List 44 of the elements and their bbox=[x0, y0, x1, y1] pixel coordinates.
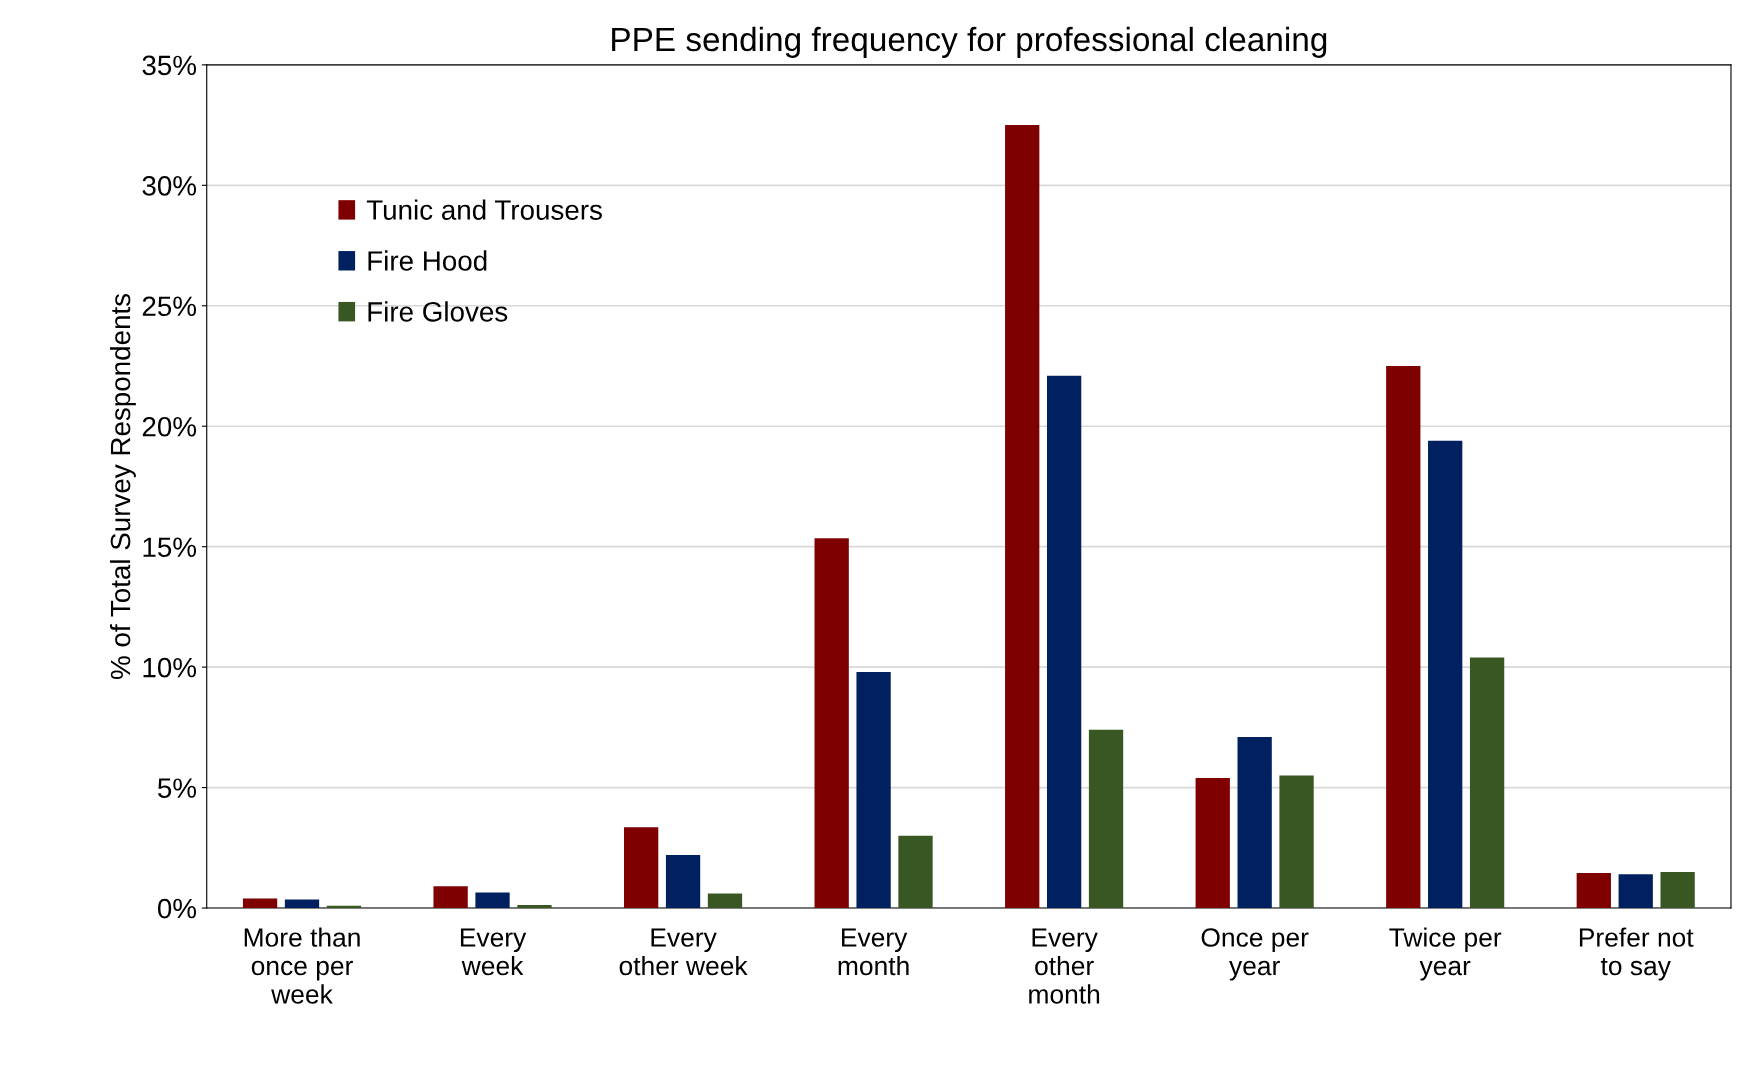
bar bbox=[707, 893, 743, 909]
y-tick-label: 5% bbox=[157, 778, 197, 798]
x-tick-label: Every other month bbox=[1029, 928, 1100, 1004]
legend-label: Tunic and Trousers bbox=[366, 199, 602, 220]
bar bbox=[1386, 366, 1421, 909]
bar bbox=[1660, 871, 1695, 909]
y-tick-label: 20% bbox=[142, 416, 197, 437]
x-tick-label: Prefer not to say bbox=[1579, 927, 1694, 981]
bar bbox=[1618, 874, 1653, 909]
bar bbox=[814, 538, 849, 909]
bar bbox=[1279, 775, 1314, 909]
x-tick-label: More than once per week bbox=[244, 927, 360, 1004]
y-tick-label: 0% bbox=[157, 898, 197, 919]
bar bbox=[1195, 777, 1230, 909]
bar bbox=[284, 899, 320, 909]
bar bbox=[1088, 729, 1124, 909]
bar bbox=[856, 671, 891, 909]
bar bbox=[517, 904, 552, 909]
y-tick-label: 30% bbox=[142, 175, 197, 196]
y-tick-label: 15% bbox=[143, 537, 197, 558]
bar bbox=[898, 835, 933, 909]
y-tick-label: 25% bbox=[142, 296, 197, 317]
x-tick-label: Twice per year bbox=[1389, 927, 1502, 981]
y-tick-label: 10% bbox=[143, 657, 197, 678]
bar bbox=[665, 855, 701, 909]
bar bbox=[1576, 873, 1611, 909]
bar bbox=[1046, 375, 1082, 909]
chart-title: PPE sending frequency for professional cleaning bbox=[612, 26, 1327, 58]
bar bbox=[1237, 736, 1272, 909]
y-tick-label: 35% bbox=[142, 55, 197, 76]
bar bbox=[624, 827, 659, 909]
bar bbox=[433, 886, 468, 909]
legend-label: Fire Hood bbox=[368, 250, 487, 271]
y-axis-title: % of Total Survey Respondents bbox=[109, 293, 136, 679]
x-tick-label: Every week bbox=[460, 928, 527, 976]
bar bbox=[475, 892, 510, 909]
x-tick-label: Every other week bbox=[619, 928, 748, 976]
bar bbox=[242, 898, 278, 909]
bar bbox=[1469, 657, 1505, 909]
legend-label: Fire Gloves bbox=[368, 301, 508, 322]
bar bbox=[1005, 125, 1040, 909]
x-tick-label: Every month bbox=[838, 928, 909, 976]
x-tick-label: Once per year bbox=[1201, 928, 1309, 981]
bar bbox=[1428, 440, 1463, 909]
